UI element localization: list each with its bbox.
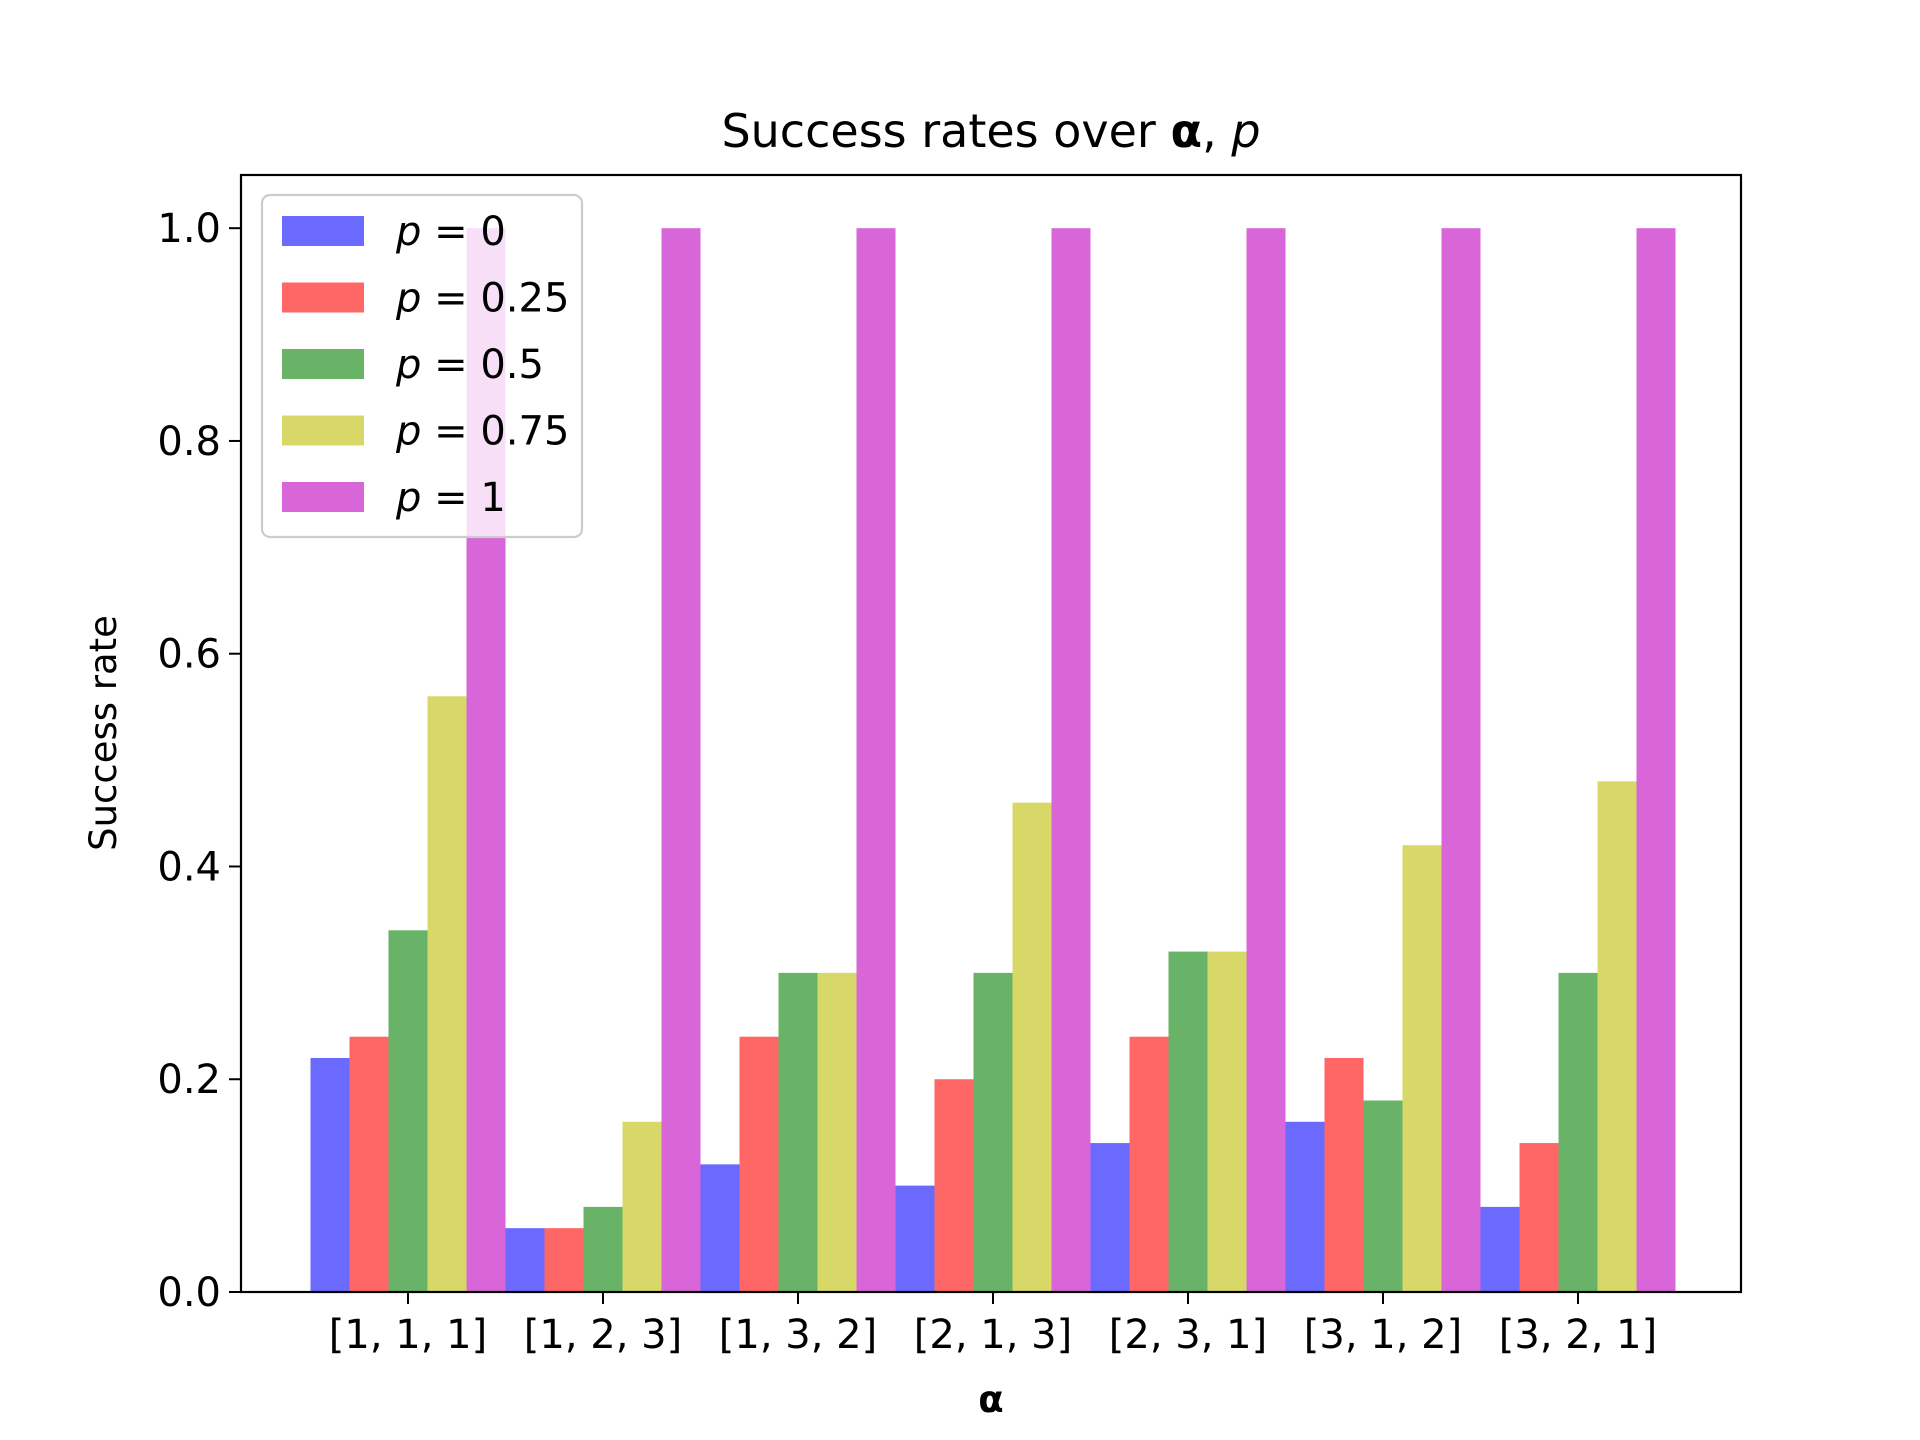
bar-s4-c5 xyxy=(1441,228,1481,1293)
title-p: p xyxy=(1230,104,1260,158)
bar-s2-c4 xyxy=(1168,951,1208,1292)
x-tick-label: [1, 3, 2] xyxy=(719,1312,877,1358)
bar-s1-c4 xyxy=(1129,1036,1169,1292)
bar-s0-c0 xyxy=(310,1057,350,1292)
bar-s4-c6 xyxy=(1636,228,1676,1293)
bar-s4-c2 xyxy=(856,228,896,1293)
legend-swatch-3 xyxy=(282,415,364,446)
x-ticks: [1, 1, 1] [1, 2, 3] [1, 3, 2] [2, 1, 3] [2, … xyxy=(329,1292,1657,1358)
x-tick-label: [3, 2, 1] xyxy=(1499,1312,1657,1358)
bar-s2-c5 xyxy=(1363,1100,1403,1292)
bar-s1-c2 xyxy=(739,1036,779,1292)
axes-frame xyxy=(239,173,1743,1294)
y-tick-label: 0.0 xyxy=(157,1270,221,1316)
legend-label-1: p = 0.25 xyxy=(395,276,569,322)
bar-s0-c5 xyxy=(1285,1121,1325,1292)
legend-frame xyxy=(260,193,584,539)
y-tick-label: 0.2 xyxy=(157,1057,221,1103)
bar-s4-c4 xyxy=(1246,228,1286,1293)
bar-s3-c2 xyxy=(817,972,857,1292)
y-tick-label: 0.4 xyxy=(157,844,221,890)
x-axis-label: α xyxy=(978,1378,1003,1421)
legend-label-4: p = 1 xyxy=(395,475,506,521)
bar-s1-c0 xyxy=(349,1036,389,1292)
bar-s0-c4 xyxy=(1090,1143,1130,1292)
x-tick-label: [2, 3, 1] xyxy=(1109,1312,1267,1358)
bar-s3-c4 xyxy=(1207,951,1247,1292)
x-tick-label: [1, 1, 1] xyxy=(329,1312,487,1358)
bar-s0-c6 xyxy=(1480,1206,1520,1292)
bars-group xyxy=(310,228,1676,1293)
title-prefix: Success rates over xyxy=(721,104,1170,158)
bar-s0-c2 xyxy=(700,1164,740,1292)
title-comma: , xyxy=(1202,104,1231,158)
bar-s3-c5 xyxy=(1402,845,1442,1292)
legend-label-2: p = 0.5 xyxy=(395,342,544,388)
y-tick-label: 0.8 xyxy=(157,419,221,465)
title-alpha: α xyxy=(1170,104,1202,158)
x-tick-label: [3, 1, 2] xyxy=(1304,1312,1462,1358)
bar-s2-c1 xyxy=(583,1206,623,1292)
x-tick-label: [2, 1, 3] xyxy=(914,1312,1072,1358)
legend-label-3: p = 0.75 xyxy=(395,409,569,455)
y-axis-label: Success rate xyxy=(82,615,125,851)
bar-s1-c1 xyxy=(544,1228,584,1292)
bar-s3-c6 xyxy=(1597,781,1637,1292)
y-tick-label: 0.6 xyxy=(157,632,221,678)
legend-swatch-2 xyxy=(282,349,364,379)
bar-s1-c6 xyxy=(1519,1143,1559,1292)
bar-s4-c3 xyxy=(1051,228,1091,1293)
legend-swatch-4 xyxy=(282,482,364,512)
bar-s2-c3 xyxy=(973,972,1013,1292)
bar-s0-c1 xyxy=(505,1228,545,1292)
y-ticks: 0.0 0.2 0.4 0.6 0.8 1.0 xyxy=(157,206,241,1316)
legend-swatch-1 xyxy=(282,282,364,313)
bar-s2-c6 xyxy=(1558,972,1598,1292)
chart-title: Success rates over α, p xyxy=(721,104,1260,158)
bar-s3-c3 xyxy=(1012,802,1052,1292)
bar-s2-c0 xyxy=(388,930,428,1292)
legend-label-0: p = 0 xyxy=(395,209,506,255)
bar-s3-c1 xyxy=(622,1121,662,1292)
bar-s1-c5 xyxy=(1324,1057,1364,1292)
bar-s2-c2 xyxy=(778,972,818,1292)
bar-s4-c1 xyxy=(661,228,701,1293)
legend: p = 0 p = 0.25 p = 0.5 p = 0.75 p = 1 xyxy=(260,193,584,539)
bar-s1-c3 xyxy=(934,1079,974,1292)
y-tick-label: 1.0 xyxy=(157,206,221,252)
legend-items: p = 0 p = 0.25 p = 0.5 p = 0.75 p = 1 xyxy=(282,209,569,521)
bar-s0-c3 xyxy=(895,1185,935,1292)
x-tick-label: [1, 2, 3] xyxy=(524,1312,682,1358)
legend-swatch-0 xyxy=(282,216,364,246)
bar-s3-c0 xyxy=(427,696,467,1292)
